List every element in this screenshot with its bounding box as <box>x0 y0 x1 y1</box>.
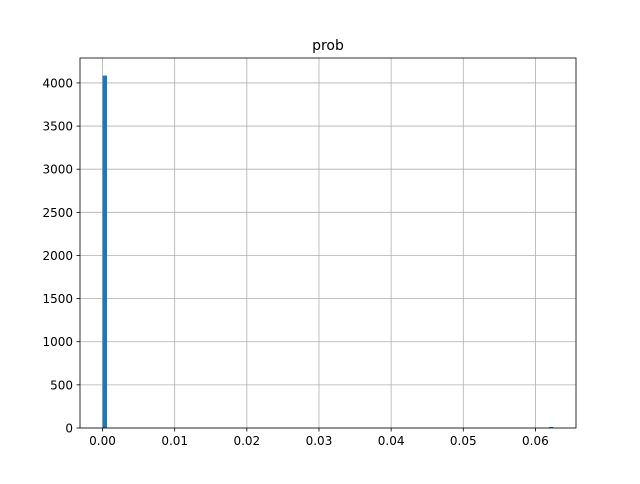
histogram-bars <box>102 75 554 428</box>
grid-lines <box>80 58 576 429</box>
x-tick-label: 0.04 <box>378 434 405 448</box>
y-tick-label: 3500 <box>42 120 73 134</box>
y-tick-label: 0 <box>65 422 73 436</box>
y-tick-label: 4000 <box>42 76 73 90</box>
y-tick-label: 2500 <box>42 206 73 220</box>
x-tick-label: 0.06 <box>522 434 549 448</box>
x-tick-label: 0.02 <box>233 434 260 448</box>
y-tick-label: 500 <box>50 378 73 392</box>
histogram-bar <box>102 75 108 428</box>
x-tick-label: 0.00 <box>89 434 116 448</box>
x-tick-label: 0.01 <box>161 434 188 448</box>
chart-title: prob <box>312 38 344 54</box>
y-tick-label: 1500 <box>42 292 73 306</box>
y-tick-label: 2000 <box>42 249 73 263</box>
y-tick-label: 3000 <box>42 163 73 177</box>
x-tick-label: 0.05 <box>450 434 477 448</box>
x-tick-label: 0.03 <box>306 434 333 448</box>
plot-frame <box>79 57 577 429</box>
y-tick-label: 1000 <box>42 335 73 349</box>
histogram-bar <box>548 427 554 428</box>
axis-ticks: 0.00 0.01 0.02 0.03 0.04 0.05 0.06 0 500 1000 1500… <box>42 76 548 448</box>
